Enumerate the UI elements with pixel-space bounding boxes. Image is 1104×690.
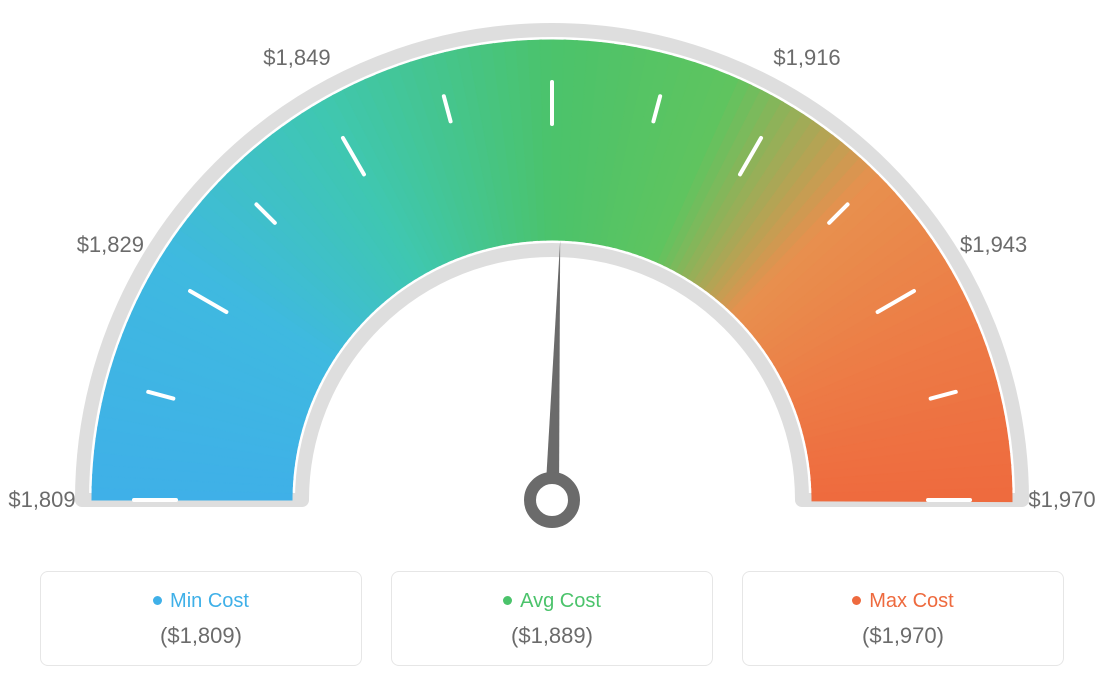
gauge-tick-label: $1,849 bbox=[263, 45, 330, 71]
gauge-tick-label: $1,970 bbox=[1028, 487, 1095, 513]
min-cost-title: Min Cost bbox=[41, 590, 361, 613]
summary-cards: Min Cost ($1,809) Avg Cost ($1,889) Max … bbox=[0, 571, 1104, 666]
max-cost-title: Max Cost bbox=[743, 590, 1063, 613]
min-cost-card: Min Cost ($1,809) bbox=[40, 571, 362, 666]
min-cost-label: Min Cost bbox=[170, 590, 249, 612]
cost-gauge: $1,809 $1,829 $1,849 $1,889 $1,916 $1,943 $1,9… bbox=[0, 0, 1104, 560]
min-cost-value: ($1,809) bbox=[41, 623, 361, 649]
avg-dot-icon bbox=[503, 596, 512, 605]
gauge-tick-label: $1,943 bbox=[960, 232, 1027, 258]
max-cost-card: Max Cost ($1,970) bbox=[742, 571, 1064, 666]
max-cost-value: ($1,970) bbox=[743, 623, 1063, 649]
avg-cost-title: Avg Cost bbox=[392, 590, 712, 613]
gauge-svg bbox=[0, 0, 1104, 560]
min-dot-icon bbox=[153, 596, 162, 605]
gauge-tick-label: $1,829 bbox=[77, 232, 144, 258]
gauge-tick-label: $1,916 bbox=[773, 45, 840, 71]
max-cost-label: Max Cost bbox=[869, 590, 953, 612]
max-dot-icon bbox=[852, 596, 861, 605]
avg-cost-card: Avg Cost ($1,889) bbox=[391, 571, 713, 666]
gauge-tick-label: $1,809 bbox=[8, 487, 75, 513]
gauge-tick-label: $1,889 bbox=[518, 0, 585, 3]
avg-cost-value: ($1,889) bbox=[392, 623, 712, 649]
avg-cost-label: Avg Cost bbox=[520, 590, 601, 612]
